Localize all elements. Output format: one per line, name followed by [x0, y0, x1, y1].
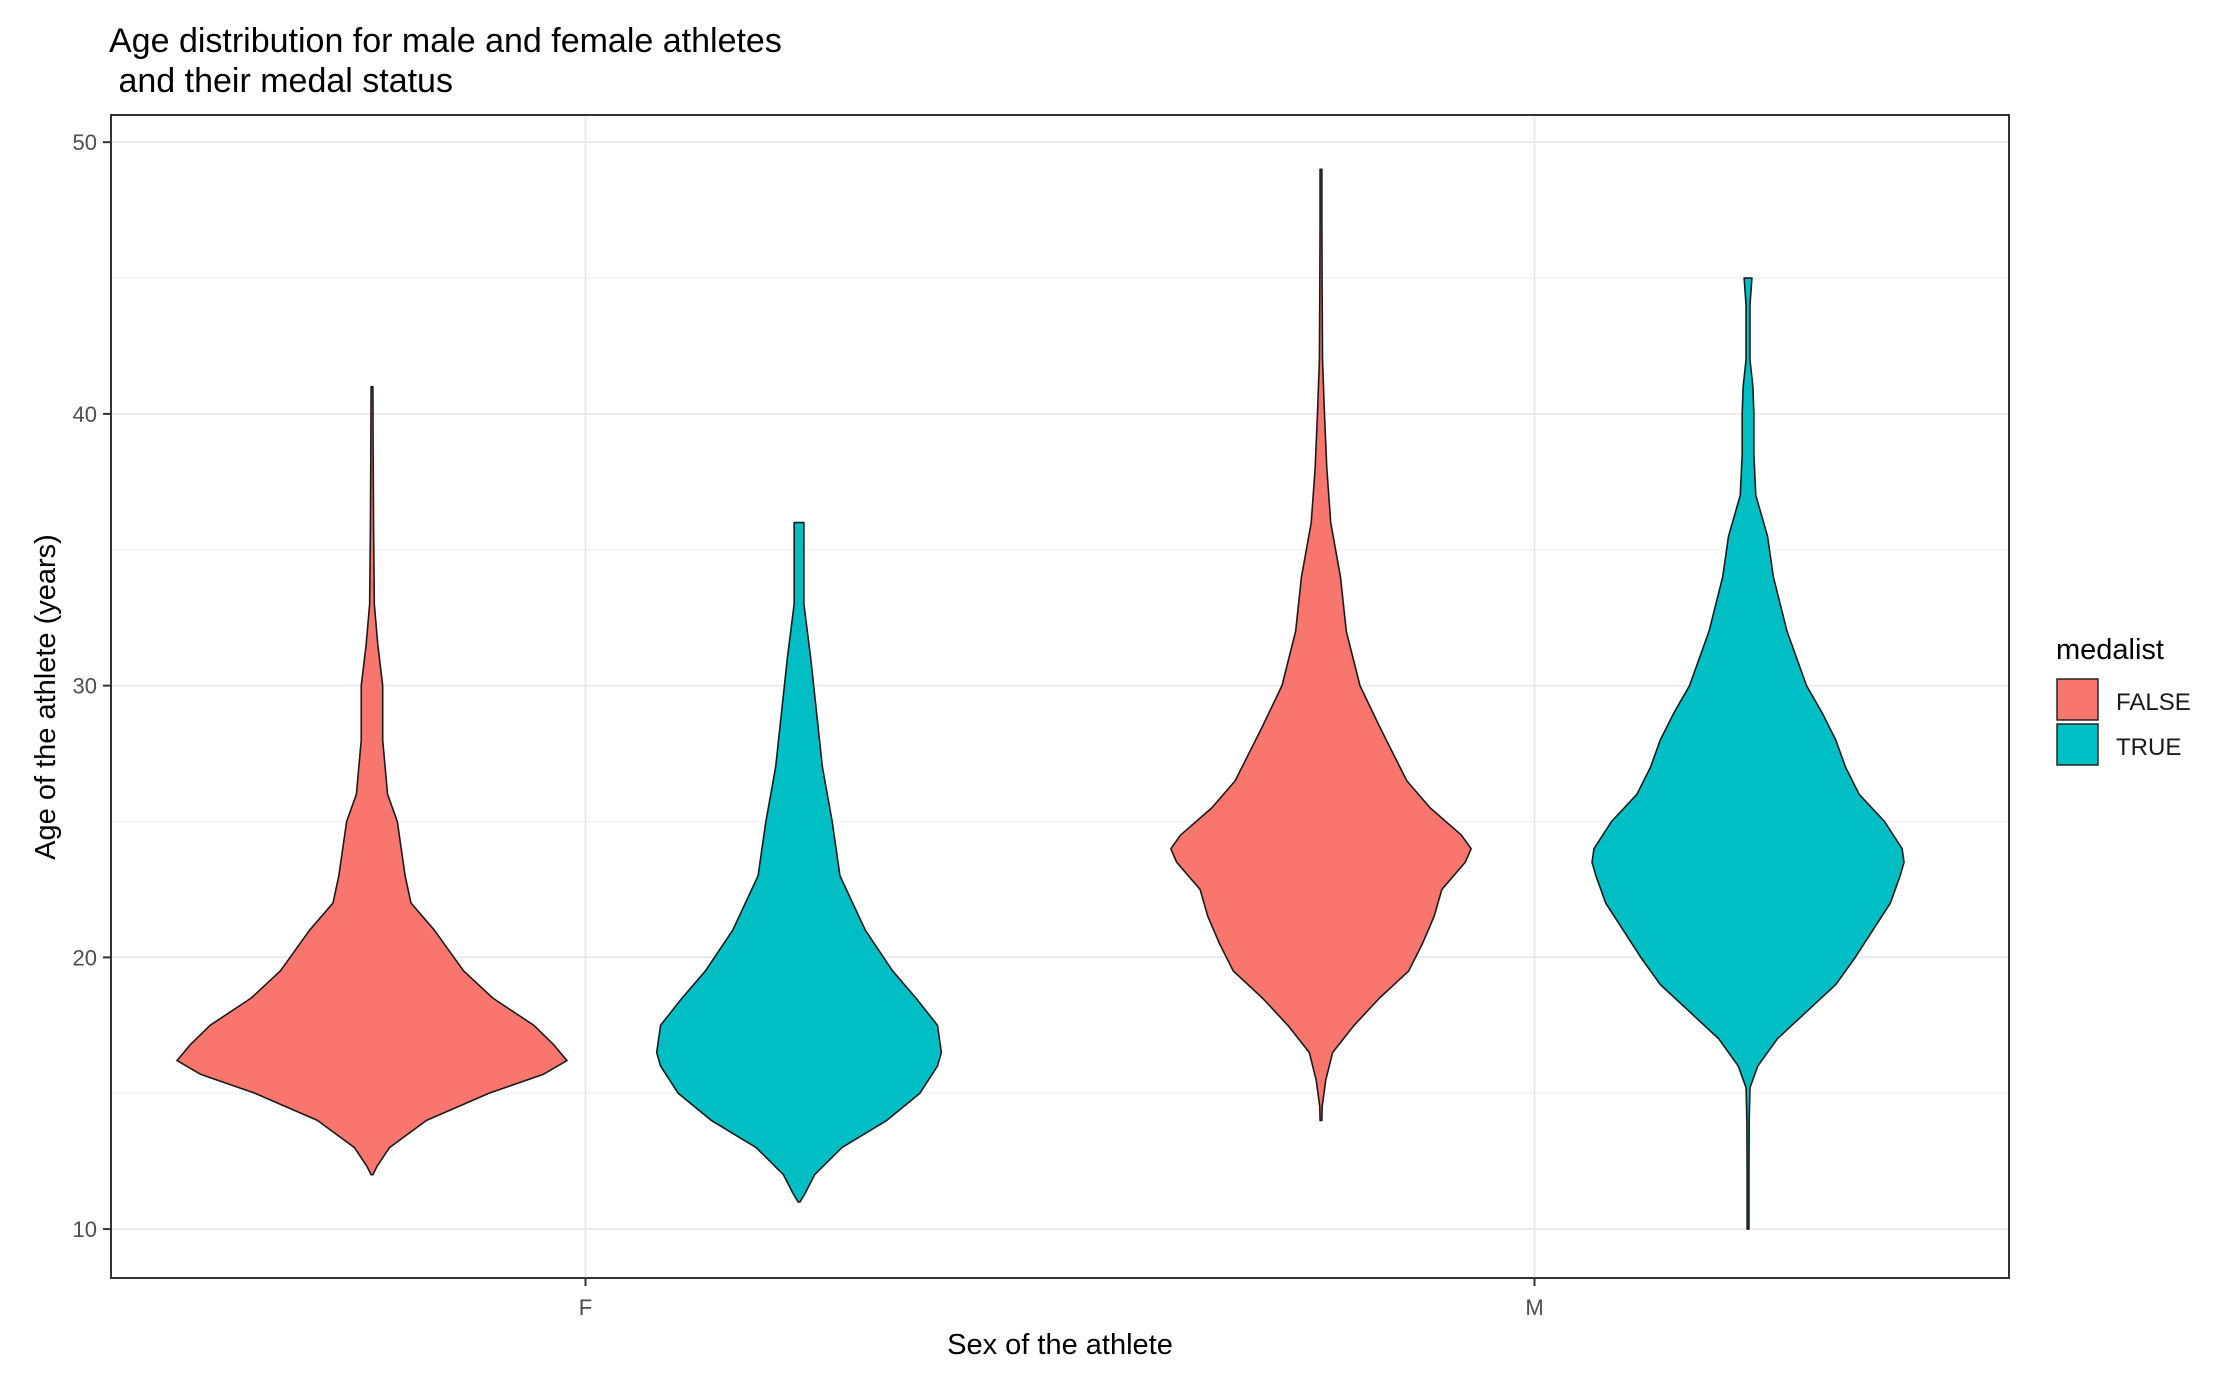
y-tick-label: 50	[73, 130, 97, 155]
y-tick-label: 10	[73, 1217, 97, 1242]
x-axis-title: Sex of the athlete	[947, 1329, 1173, 1361]
legend-key-false	[2056, 678, 2099, 721]
violin-m-false	[1170, 168, 1472, 1122]
legend-label-false: FALSE	[2116, 689, 2191, 716]
violin-f-false	[176, 385, 568, 1176]
legend-key-true	[2056, 723, 2099, 766]
violin-m-true	[1591, 277, 1905, 1230]
y-axis-title: Age of the athlete (years)	[30, 534, 62, 860]
y-tick-label: 40	[73, 402, 97, 427]
x-tick-label: F	[579, 1295, 592, 1320]
chart-title-line-1: Age distribution for male and female ath…	[109, 22, 782, 60]
legend: medalist FALSE TRUE	[2056, 634, 2191, 766]
violin-f-true	[655, 521, 943, 1203]
violins	[176, 168, 1905, 1230]
x-tick-label: M	[1525, 1295, 1543, 1320]
chart-title-line-2: and their medal status	[109, 62, 453, 100]
y-tick-label: 20	[73, 945, 97, 970]
legend-title: medalist	[2056, 634, 2164, 666]
legend-label-true: TRUE	[2116, 734, 2181, 761]
y-tick-label: 30	[73, 674, 97, 699]
axis-ticks: 10 20 30 40 50 F M	[73, 130, 1544, 1320]
plot-panel-border	[110, 114, 2010, 1279]
